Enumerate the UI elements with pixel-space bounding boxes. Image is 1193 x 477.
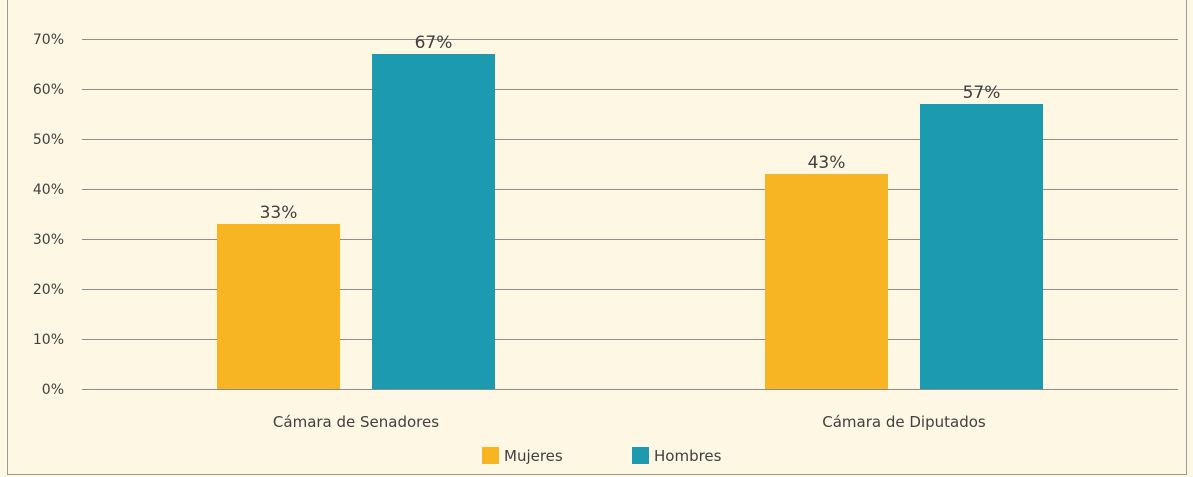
y-tick-label: 50% (33, 132, 64, 148)
data-label: 57% (963, 83, 1001, 103)
y-axis-ticks: 0% 10% 20% 30% 40% 50% 60% 70% (33, 32, 64, 398)
bar-hombres-1 (372, 54, 495, 389)
data-label: 33% (260, 203, 298, 223)
y-tick-label: 60% (33, 82, 64, 98)
y-tick-label: 0% (42, 382, 64, 398)
y-tick-label: 20% (33, 282, 64, 298)
bar-mujeres-2 (765, 174, 888, 389)
bar-hombres-2 (920, 104, 1043, 389)
y-tick-label: 10% (33, 332, 64, 348)
bars (217, 54, 1043, 389)
category-labels: Cámara de Senadores Cámara de Diputados (273, 413, 986, 431)
chart-frame (7, 0, 1187, 475)
data-label: 67% (415, 33, 453, 53)
bar-mujeres-1 (217, 224, 340, 389)
legend: Mujeres Hombres (482, 447, 722, 465)
y-tick-label: 40% (33, 182, 64, 198)
category-label: Cámara de Senadores (273, 413, 439, 431)
legend-label: Mujeres (504, 447, 563, 465)
data-label: 43% (808, 153, 846, 173)
legend-swatch-mujeres (482, 447, 499, 464)
y-tick-label: 70% (33, 32, 64, 48)
y-tick-label: 30% (33, 232, 64, 248)
legend-label: Hombres (654, 447, 722, 465)
category-label: Cámara de Diputados (822, 413, 986, 431)
legend-swatch-hombres (632, 447, 649, 464)
data-labels: 33% 67% 43% 57% (260, 33, 1001, 223)
